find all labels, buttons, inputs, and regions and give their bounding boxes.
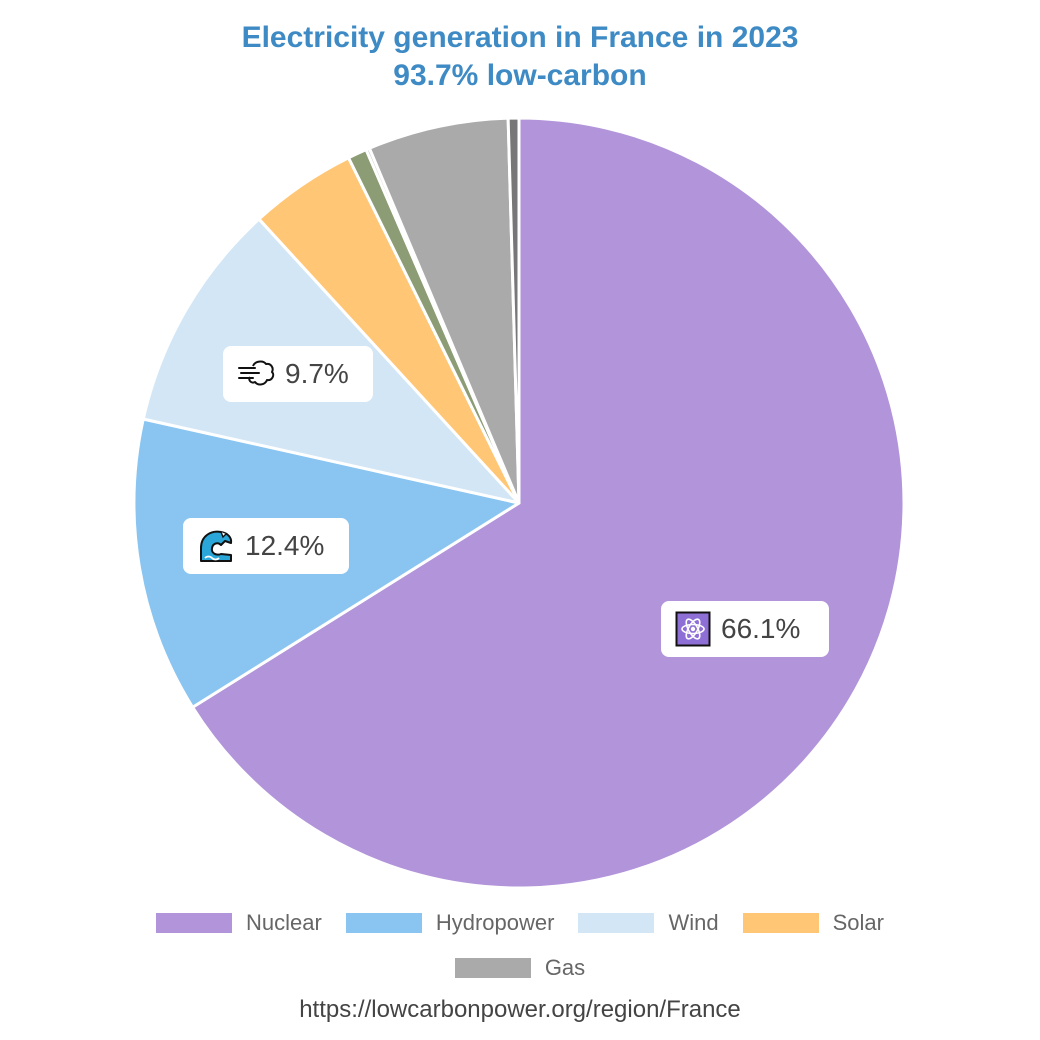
legend-item-wind[interactable]: Wind: [578, 910, 719, 936]
chart-title: Electricity generation in France in 2023: [241, 21, 799, 54]
legend-item-nuclear[interactable]: Nuclear: [156, 910, 322, 936]
chart-subtitle: 93.7% low-carbon: [393, 59, 647, 92]
legend-label-solar: Solar: [832, 910, 884, 935]
source-url: https://lowcarbonpower.org/region/France: [299, 996, 741, 1023]
slice-label-nuclear: 66.1%: [661, 601, 829, 657]
wind-icon: [237, 358, 275, 390]
legend-label-wind: Wind: [668, 910, 719, 935]
slice-value-hydropower: 12.4%: [245, 530, 325, 561]
legend-item-hydropower[interactable]: Hydropower: [345, 910, 555, 936]
slice-value-nuclear: 66.1%: [721, 613, 801, 644]
legend-label-nuclear: Nuclear: [246, 910, 322, 935]
pie-slice-other-7[interactable]: [506, 116, 521, 505]
legend-swatch-nuclear: [156, 913, 233, 933]
legend-label-gas: Gas: [544, 955, 586, 980]
legend-row-1: Nuclear Hydropower Wind Solar: [0, 910, 1040, 936]
legend-swatch-solar: [742, 913, 819, 933]
legend-swatch-gas: [454, 958, 531, 978]
legend-item-solar[interactable]: Solar: [742, 910, 884, 936]
pie-slice-nuclear[interactable]: [191, 116, 906, 890]
pie-slice-gas[interactable]: [367, 116, 521, 505]
slice-label-wind: 9.7%: [223, 346, 373, 402]
legend-swatch-hydropower: [345, 913, 422, 933]
legend-item-gas[interactable]: Gas: [454, 955, 586, 981]
legend-swatch-wind: [578, 913, 655, 933]
water-wave-icon: [197, 528, 235, 564]
atom-icon: [675, 611, 711, 647]
slice-value-wind: 9.7%: [285, 358, 349, 389]
legend-row-2: Gas: [0, 955, 1040, 981]
slice-label-hydropower: 12.4%: [183, 518, 349, 574]
legend-label-hydropower: Hydropower: [435, 910, 555, 935]
